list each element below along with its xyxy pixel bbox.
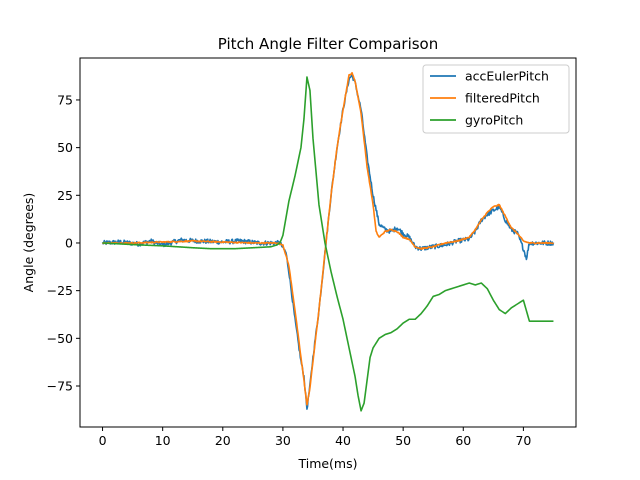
x-tick-label: 20	[215, 433, 231, 448]
x-tick-label: 0	[99, 433, 107, 448]
x-tick-label: 10	[155, 433, 171, 448]
y-tick-label: 0	[65, 235, 73, 250]
y-tick-label: −25	[47, 283, 73, 298]
legend-label: accEulerPitch	[465, 69, 549, 84]
series-line-gyroPitch	[102, 76, 554, 412]
legend-box	[422, 64, 570, 134]
legend-label: filteredPitch	[465, 91, 540, 106]
x-tick-label: 60	[455, 433, 471, 448]
x-axis-label: Time(ms)	[297, 456, 357, 471]
legend-label: gyroPitch	[465, 113, 523, 128]
plot-lines	[101, 71, 555, 412]
series-line-filteredPitch	[101, 71, 555, 406]
y-tick-label: −75	[47, 379, 73, 394]
y-tick-label: −50	[47, 331, 73, 346]
y-axis-label: Angle (degrees)	[21, 193, 36, 293]
y-axis-ticks: −75 −50 −25 0 25 50 75	[47, 92, 80, 394]
y-tick-label: 50	[57, 140, 73, 155]
chart-title: Pitch Angle Filter Comparison	[218, 35, 438, 53]
x-tick-label: 50	[395, 433, 411, 448]
y-tick-label: 75	[57, 92, 73, 107]
x-tick-label: 40	[335, 433, 351, 448]
x-tick-label: 30	[275, 433, 291, 448]
legend: accEulerPitch filteredPitch gyroPitch	[422, 64, 570, 134]
x-tick-label: 70	[515, 433, 531, 448]
y-tick-label: 25	[57, 188, 73, 203]
x-axis-ticks: 0 10 20 30 40 50 60 70	[99, 427, 531, 448]
